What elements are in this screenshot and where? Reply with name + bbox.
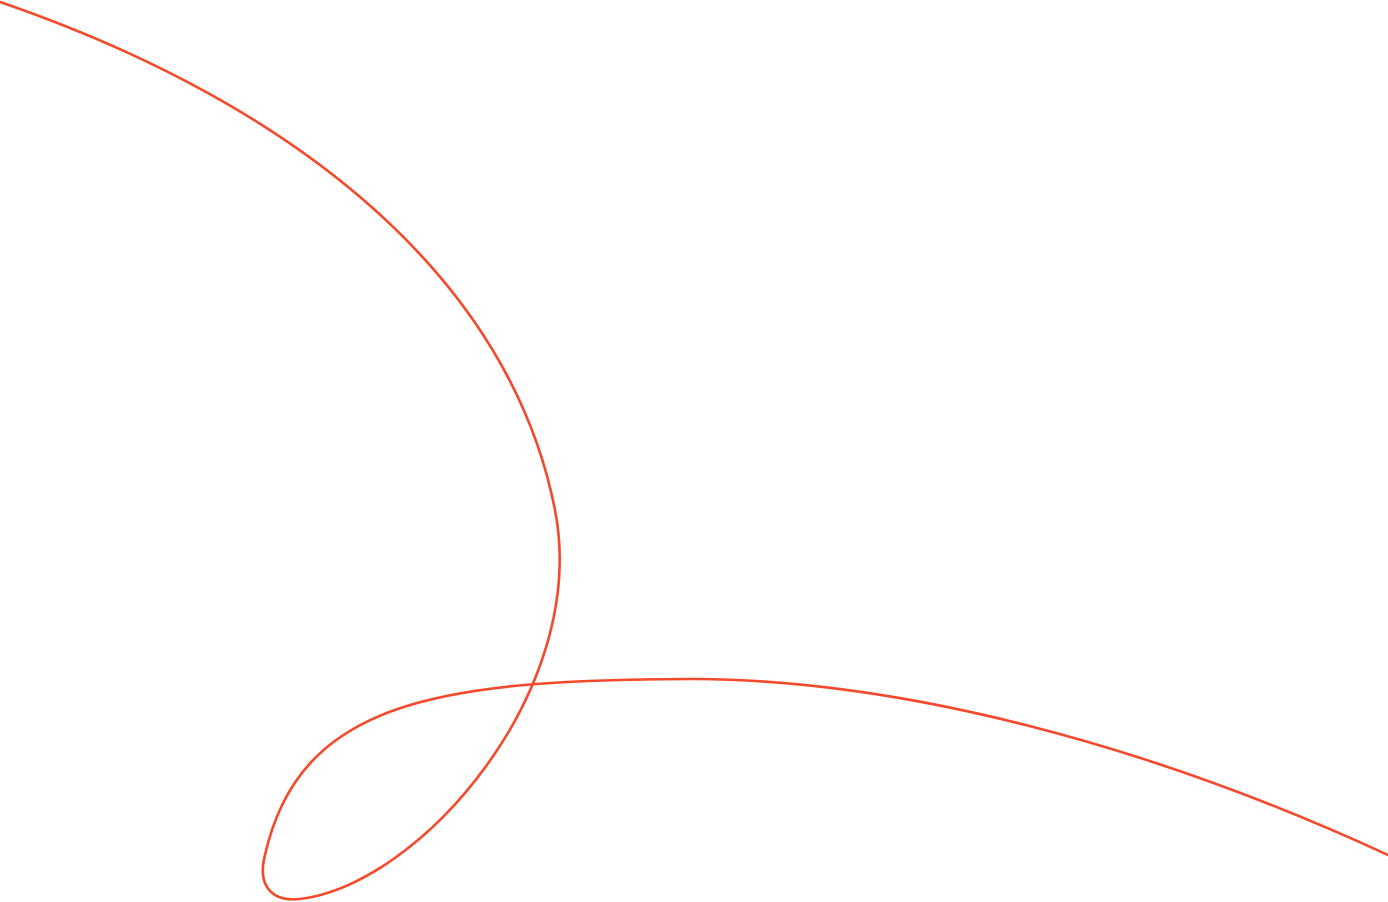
decorative-curve-canvas — [0, 0, 1388, 901]
decorative-loop-curve — [0, 0, 1388, 901]
